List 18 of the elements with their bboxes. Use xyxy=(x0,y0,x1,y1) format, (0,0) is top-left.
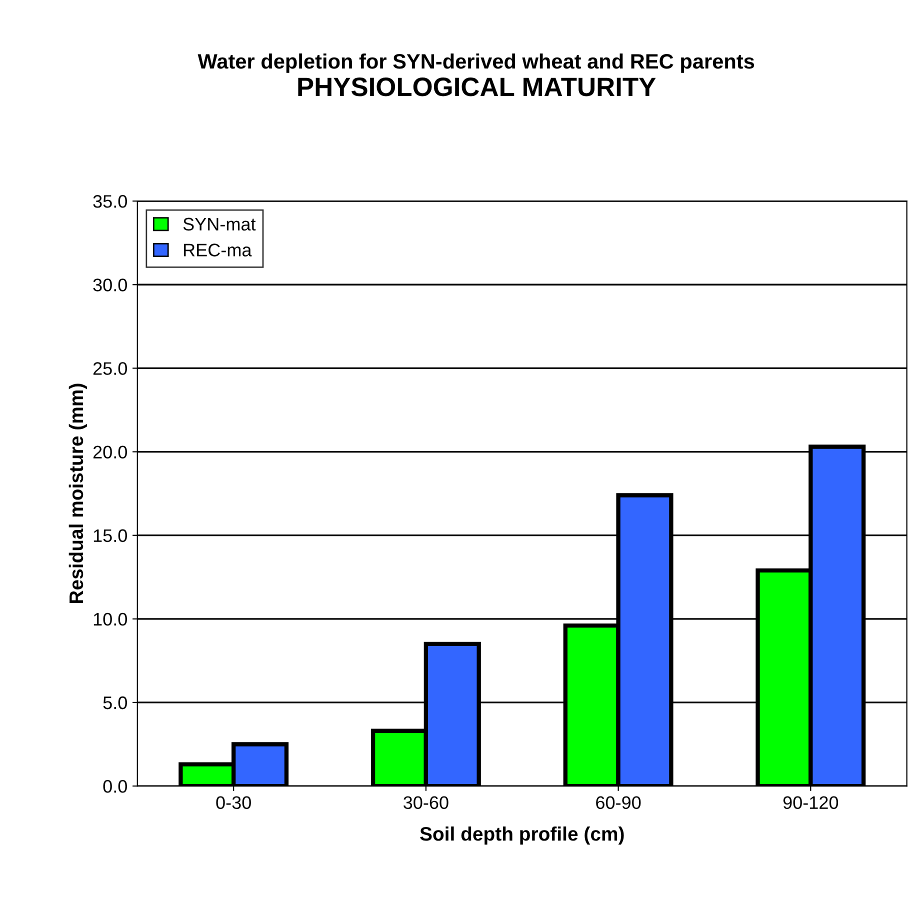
x-tick-label: 90-120 xyxy=(783,796,838,810)
x-tick-label: 30-60 xyxy=(404,796,448,810)
y-tick-label: 15.0 xyxy=(94,529,127,542)
y-tick-label: 5.0 xyxy=(103,696,127,710)
legend-label: SYN-mat xyxy=(183,218,256,231)
y-tick-label: 30.0 xyxy=(93,278,127,292)
x-tick-label: 60-90 xyxy=(596,796,641,810)
x-tick-label: 0-30 xyxy=(216,796,251,810)
y-tick-label: 0.0 xyxy=(103,780,127,793)
y-tick-label: 25.0 xyxy=(93,362,127,375)
y-tick-label: 35.0 xyxy=(93,195,127,208)
chart-subtitle: PHYSIOLOGICAL MATURITY xyxy=(298,78,656,96)
y-tick-label: 20.0 xyxy=(93,446,127,458)
y-axis-title: Residual moisture (mm) xyxy=(68,384,87,603)
legend-label: REC-ma xyxy=(184,244,252,256)
chart-title: Water depletion for SYN-derived wheat and REC parents xyxy=(198,53,754,73)
y-tick-label: 10.0 xyxy=(94,612,127,626)
x-axis-title: Soil depth profile (cm) xyxy=(420,826,624,845)
